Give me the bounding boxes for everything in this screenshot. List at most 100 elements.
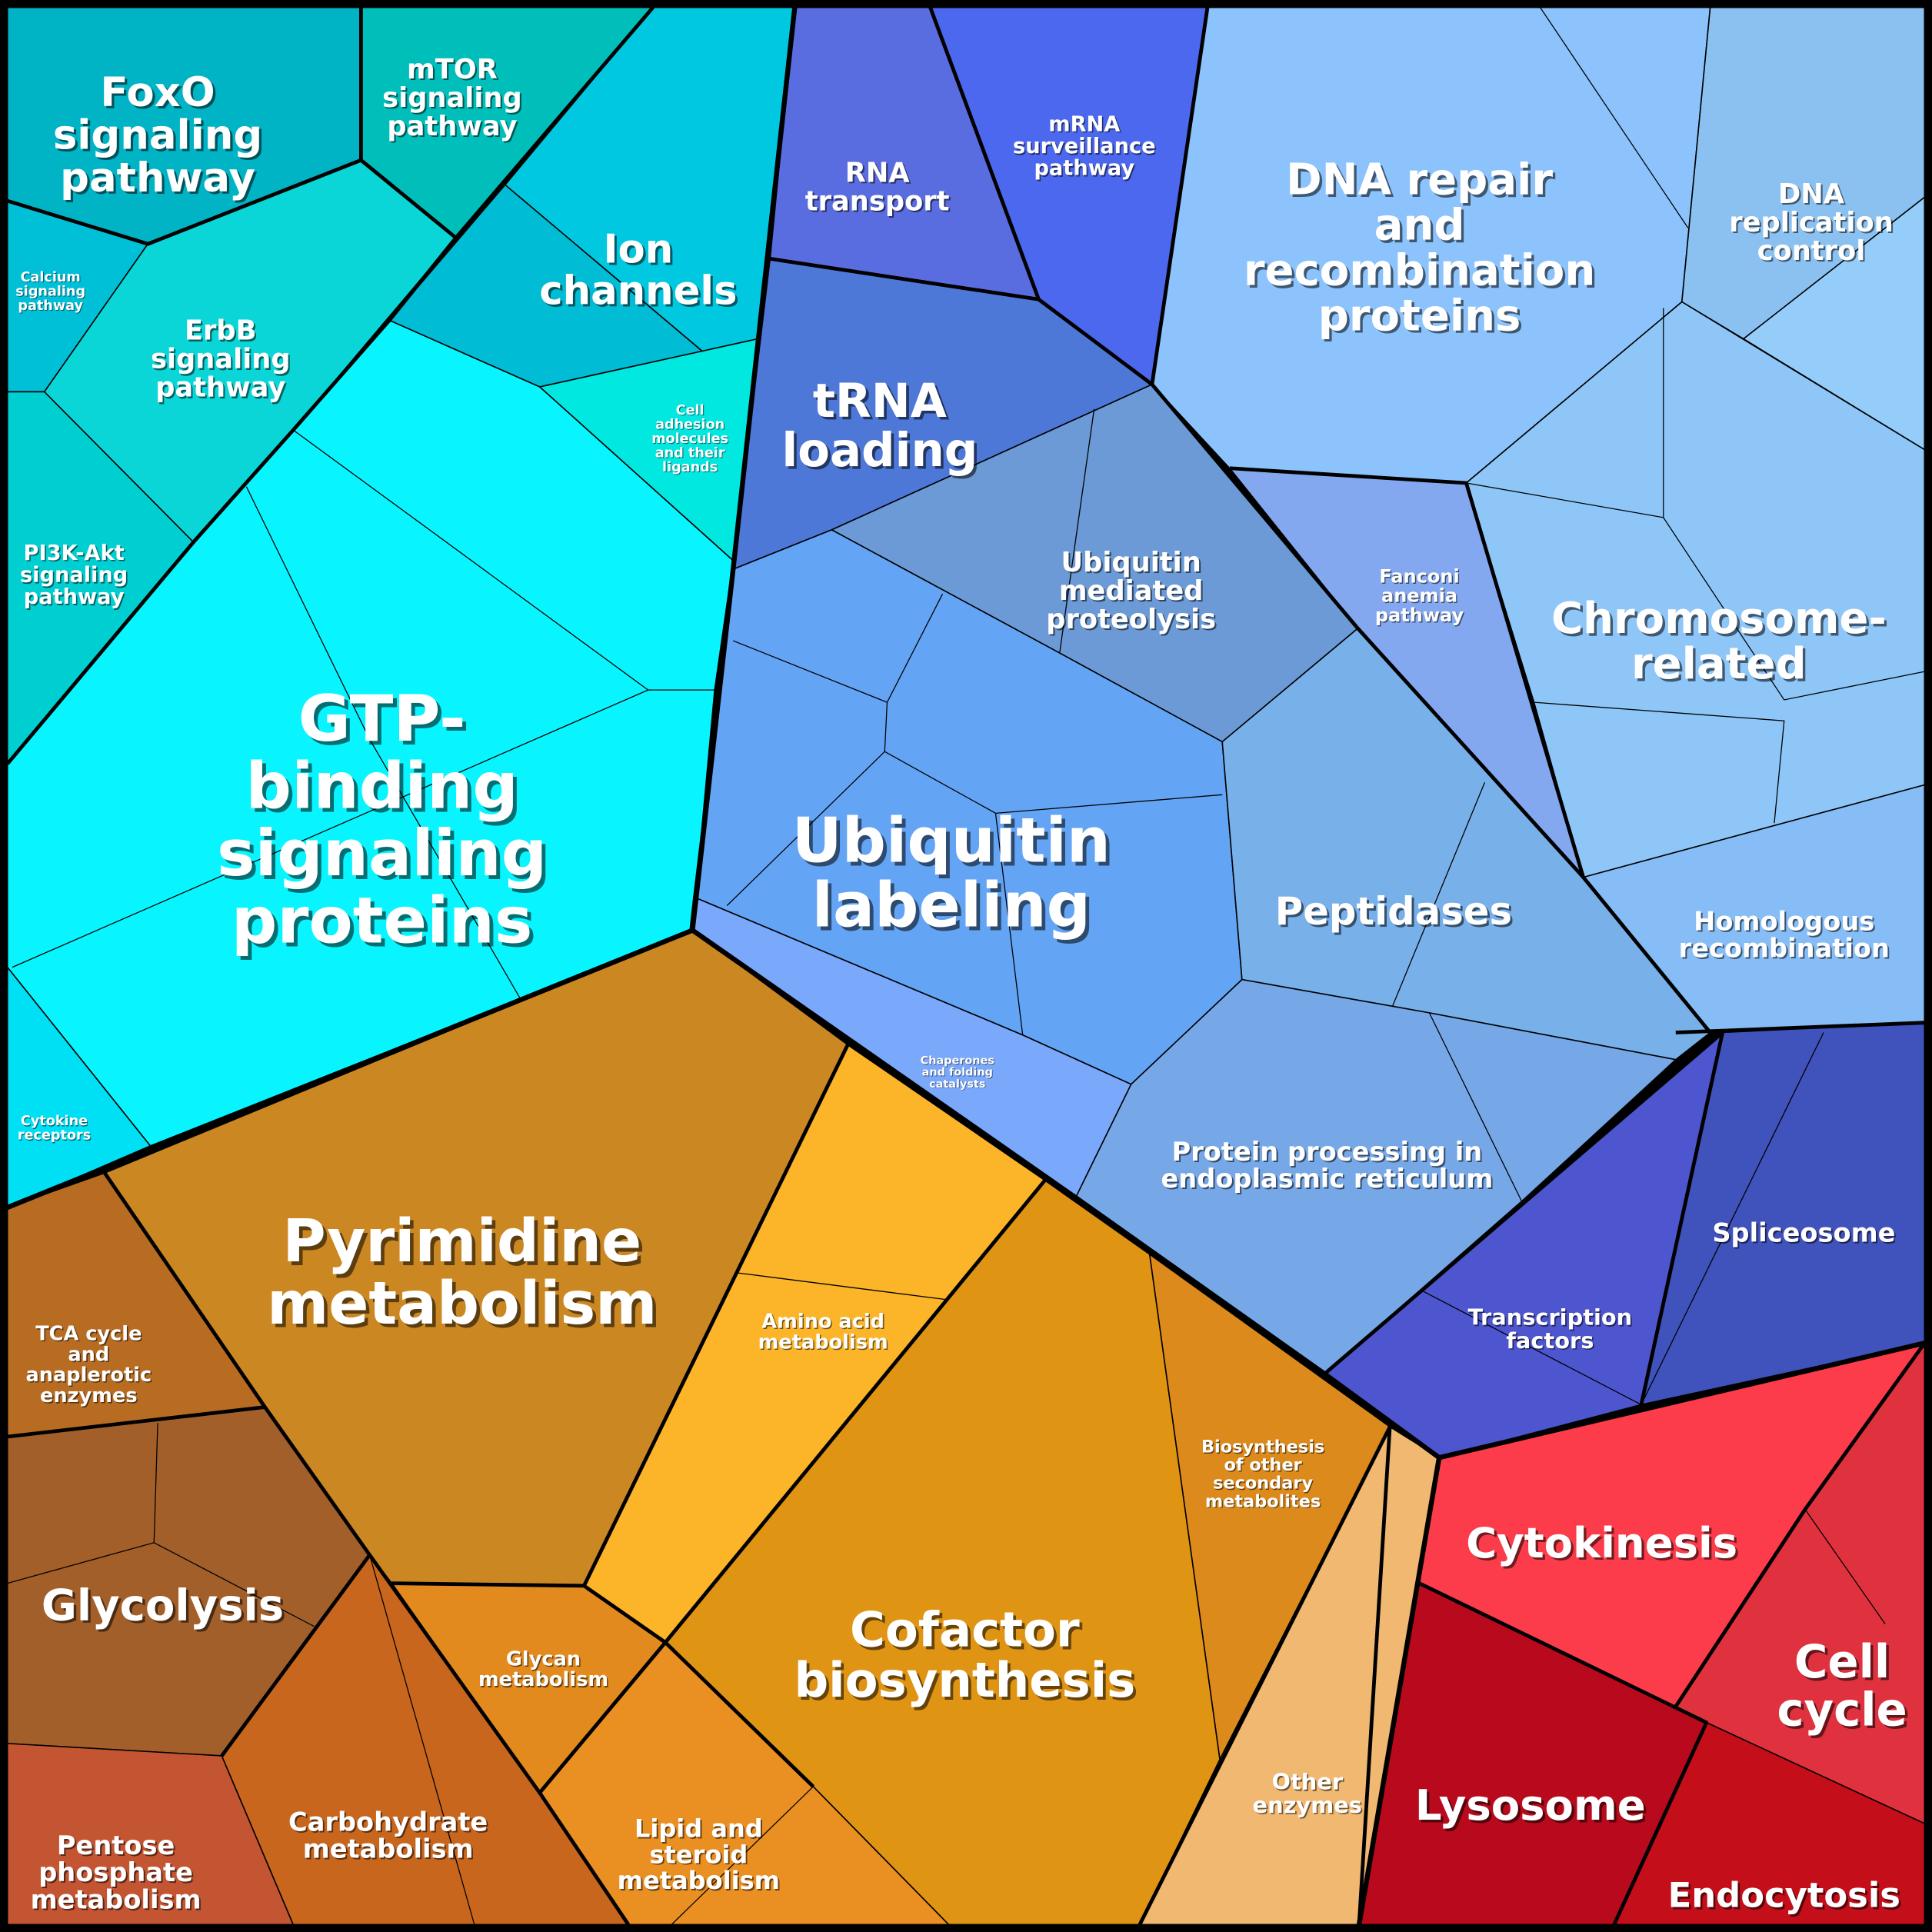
label-dnarep: DNA [1778,178,1845,210]
label-shadow: factors [1507,1329,1595,1355]
label-ubmed: mediated [1059,575,1204,607]
label-pentose: phosphate [38,1857,193,1887]
label-biosynth: metabolites [1205,1491,1321,1511]
group-signaling [5,6,796,1209]
label-shadow: DNA repair [1288,158,1555,208]
label-shadow: recombination [1681,935,1891,965]
label-homologous: Homologous [1694,906,1874,936]
label-chaperones: catalysts [929,1078,985,1091]
label-shadow: Cytokine [22,1114,88,1130]
label-dnarep: replication [1729,207,1894,238]
label-shadow: related [1634,641,1809,691]
label-gtp: binding [245,749,518,824]
label-shadow: RNA [847,159,912,191]
label-shadow: pathway [62,157,258,204]
label-shadow: control [1759,237,1867,268]
label-carbo: metabolism [303,1834,474,1864]
label-aminoacid: metabolism [758,1331,888,1354]
label-shadow: FoxO [103,72,218,118]
label-pi3k: signaling [20,564,128,588]
label-shadow: metabolism [305,1836,475,1866]
label-shadow: Glycan [507,1649,581,1672]
label-celladhesion: and their [655,445,725,461]
label-chromo: related [1631,639,1807,689]
label-pi3k: pathway [24,585,125,609]
label-erbb: signaling [151,344,291,375]
label-celladhesion: ligands [662,460,718,475]
label-dnarepair: proteins [1318,291,1521,341]
label-rna: transport [805,186,950,218]
label-shadow: proteolysis [1048,605,1217,637]
label-shadow: metabolism [619,1867,781,1897]
label-shadow: Endocytosis [1670,1877,1902,1917]
label-shadow: Cell [1797,1638,1892,1691]
label-shadow: cycle [1780,1686,1910,1739]
label-dnarep: control [1757,235,1866,267]
label-cytokinesis: Cytokinesis [1466,1518,1737,1567]
label-calcium: Calcium [21,270,81,285]
label-ublabel: labeling [812,870,1091,941]
label-shadow: Spliceosome [1714,1220,1897,1250]
label-shadow: surveillance [1014,136,1158,160]
label-shadow: proteins [235,888,537,962]
label-mrna: pathway [1034,157,1134,181]
label-shadow: Cofactor [853,1604,1083,1661]
label-shadow: Lysosome [1417,1783,1648,1832]
label-shadow: GTP- [302,685,470,760]
label-shadow: loading [784,426,981,481]
label-homologous: recombination [1679,934,1890,964]
label-celladhesion: molecules [651,431,728,447]
label-shadow: Biosynthesis [1202,1438,1325,1458]
label-carbo: Carbohydrate [288,1807,488,1837]
label-shadow: recombination [1246,248,1597,298]
label-shadow: metabolism [759,1332,889,1355]
label-shadow: Chromosome- [1554,596,1889,646]
label-cytokine: receptors [18,1128,91,1144]
label-shadow: TCA cycle [37,1324,143,1347]
label-lipid: steroid [649,1840,748,1869]
label-shadow: pathway [18,299,84,315]
label-pyrimidine: Pyrimidine [282,1208,641,1276]
label-aminoacid: Amino acid [761,1310,884,1333]
label-shadow: and folding [923,1068,994,1080]
label-shadow: enzymes [42,1386,139,1409]
label-biosynth: secondary [1213,1474,1313,1494]
label-lysosome: Lysosome [1415,1780,1646,1830]
label-shadow: Protein processing in [1174,1138,1484,1168]
label-shadow: secondary [1214,1474,1314,1494]
label-shadow: Pyrimidine [286,1211,645,1280]
label-shadow: labeling [815,874,1094,945]
label-fanconi: anemia [1381,585,1457,607]
label-shadow: mTOR [408,55,499,87]
label-shadow: tRNA [816,377,950,431]
label-shadow: pathway [157,374,287,405]
label-shadow: and their [656,446,726,461]
label-rna: RNA [845,158,911,189]
label-glycolysis: Glycolysis [42,1581,284,1631]
label-trna: loading [781,423,978,478]
label-gtp: signaling [217,816,547,891]
label-shadow: pathway [1376,605,1465,627]
label-chaperones: and folding [922,1067,993,1079]
label-shadow: Cytokinesis [1468,1521,1740,1570]
label-foxo: FoxO [100,69,215,116]
label-spliceosome: Spliceosome [1712,1218,1895,1248]
label-celladhesion: Cell [676,403,705,418]
label-other: enzymes [1253,1792,1362,1818]
label-shadow: pathway [388,112,518,144]
label-trna: tRNA [813,374,947,428]
label-shadow: Cell [677,404,705,419]
label-shadow: channels [541,270,739,316]
label-shadow: Carbohydrate [290,1808,489,1838]
label-lipid: metabolism [618,1866,780,1895]
labels-layer: FoxOFoxOsignalingsignalingpathwaypathway… [15,54,1910,1917]
label-peptidases: Peptidases [1275,889,1512,934]
label-glycan: metabolism [478,1668,608,1691]
label-mtor: mTOR [407,54,498,85]
label-transcription: factors [1506,1327,1594,1354]
label-ublabel: Ubiquitin [792,805,1111,877]
label-ubmed: proteolysis [1046,604,1216,635]
label-shadow: anemia [1382,586,1458,608]
label-gtp: proteins [232,884,533,958]
